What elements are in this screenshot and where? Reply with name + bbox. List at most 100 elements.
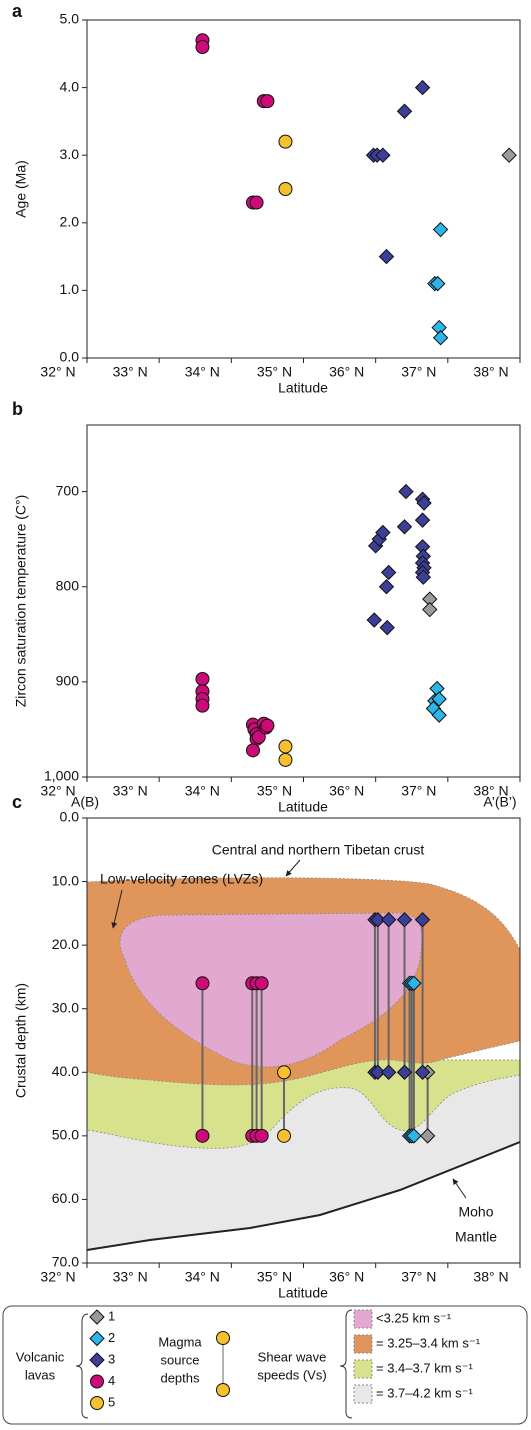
- legend-label: 5: [108, 1394, 115, 1409]
- plot-frame: [86, 19, 521, 359]
- x-tick-label: 35° N: [257, 783, 292, 799]
- x-tick-label: 38° N: [473, 783, 508, 799]
- legend-label: 4: [108, 1373, 115, 1388]
- marker: [375, 524, 391, 541]
- legend-title: lavas: [25, 1367, 56, 1382]
- marker: [396, 1064, 413, 1080]
- x-tick-label: 37° N: [401, 783, 436, 799]
- marker: [370, 1064, 386, 1080]
- marker: [419, 1128, 436, 1144]
- y-tick-label: 70.0: [52, 1254, 79, 1270]
- marker: [422, 601, 438, 618]
- legend-label: <3.25 km s⁻¹: [376, 1310, 452, 1325]
- legend-title: Magma: [158, 1334, 202, 1349]
- y-tick-label: 3.0: [60, 146, 80, 162]
- y-tick-label: 1.0: [60, 281, 80, 297]
- plot-frame: [86, 817, 521, 1264]
- annotation: Moho: [458, 1204, 493, 1220]
- marker: [406, 1128, 422, 1144]
- marker: [375, 147, 391, 163]
- legend-label: 3: [108, 1351, 115, 1366]
- marker: [432, 221, 449, 238]
- x-tick-label: 32° N: [40, 1269, 75, 1285]
- marker: [278, 752, 293, 767]
- x-tick-label: 35° N: [257, 364, 292, 380]
- marker: [396, 912, 413, 928]
- legend-marker: [89, 1330, 105, 1347]
- legend-marker: [90, 1396, 104, 1410]
- marker: [501, 147, 517, 163]
- marker: [195, 40, 210, 55]
- legend: Volcanic lavas Magma source depths Shear…: [2, 1305, 528, 1425]
- marker: [245, 743, 260, 758]
- marker: [414, 1064, 431, 1080]
- marker: [370, 912, 386, 928]
- panel-letter: a: [12, 1, 23, 21]
- marker: [406, 975, 422, 991]
- marker: [378, 579, 395, 595]
- y-tick-label: 0.0: [60, 349, 80, 365]
- annotation: Mantle: [455, 1229, 497, 1245]
- legend-title: depths: [160, 1370, 200, 1385]
- marker: [260, 94, 275, 109]
- moho-line: [86, 1141, 521, 1251]
- legend-title: Volcanic: [16, 1349, 65, 1364]
- marker: [431, 707, 447, 723]
- marker: [195, 672, 210, 687]
- y-tick-label: 0.0: [60, 809, 80, 825]
- legend-label: = 3.25–3.4 km s⁻¹: [376, 1335, 481, 1350]
- marker: [260, 718, 275, 733]
- plot-frame: [86, 424, 521, 778]
- marker: [195, 698, 210, 713]
- legend-swatch: [353, 1334, 373, 1354]
- marker: [432, 330, 449, 346]
- x-tick-label: 32° N: [40, 783, 75, 799]
- x-tick-label: 36° N: [329, 1269, 364, 1285]
- panel-letter: b: [12, 399, 23, 419]
- marker: [398, 483, 414, 500]
- legend-title: speeds (Vs): [257, 1367, 326, 1382]
- marker: [195, 1128, 210, 1143]
- crust-layers: [86, 877, 521, 1251]
- y-tick-label: 800: [56, 577, 80, 593]
- marker: [254, 1128, 269, 1143]
- y-axis-label: Age (Ma): [13, 160, 29, 218]
- marker: [251, 730, 266, 745]
- section-end-label: A’(B’): [483, 794, 516, 810]
- legend-label: = 3.4–3.7 km s⁻¹: [376, 1360, 473, 1375]
- marker: [379, 619, 395, 636]
- annotation: Central and northern Tibetan crust: [212, 842, 425, 858]
- legend-label: 2: [108, 1330, 115, 1345]
- marker: [195, 976, 210, 991]
- x-tick-label: 34° N: [185, 783, 220, 799]
- legend-brace: [75, 1313, 89, 1419]
- legend-marker: [216, 1331, 230, 1345]
- x-axis-label: Latitude: [278, 799, 328, 815]
- marker: [414, 512, 431, 528]
- y-tick-label: 900: [56, 673, 80, 689]
- marker: [414, 912, 431, 928]
- marker: [254, 976, 269, 991]
- legend-swatch: [353, 1309, 373, 1329]
- x-tick-label: 38° N: [473, 364, 508, 380]
- marker: [249, 195, 264, 210]
- x-tick-label: 35° N: [257, 1269, 292, 1285]
- legend-label: 1: [108, 1308, 115, 1323]
- marker: [380, 912, 397, 928]
- legend-marker: [89, 1352, 105, 1368]
- x-tick-label: 38° N: [473, 1269, 508, 1285]
- arrow: [452, 1178, 467, 1199]
- y-tick-label: 4.0: [60, 78, 80, 94]
- y-axis-label: Crustal depth (km): [13, 983, 29, 1098]
- arrow: [111, 889, 123, 929]
- marker: [416, 495, 432, 511]
- marker: [430, 275, 446, 292]
- x-tick-label: 37° N: [401, 364, 436, 380]
- marker: [278, 134, 293, 149]
- y-tick-label: 50.0: [52, 1127, 79, 1143]
- marker: [278, 739, 293, 754]
- marker: [431, 691, 447, 707]
- x-tick-label: 32° N: [40, 364, 75, 380]
- legend-title: source: [160, 1352, 199, 1367]
- y-tick-label: 30.0: [52, 999, 79, 1015]
